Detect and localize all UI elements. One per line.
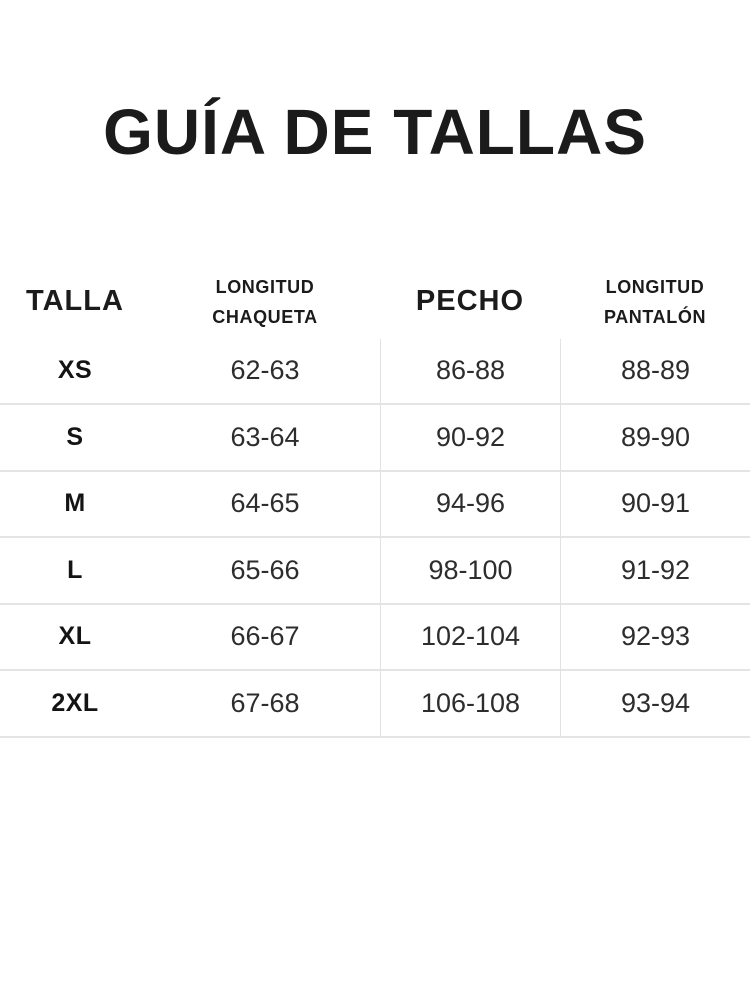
- pants-length-value: 88-89: [560, 338, 750, 406]
- chest-value: 86-88: [380, 338, 560, 406]
- header-pecho: PECHO: [380, 265, 560, 339]
- chest-value: 98-100: [380, 538, 560, 605]
- jacket-length-value: 65-66: [150, 538, 380, 605]
- header-longitud-chaqueta-line1: LONGITUD: [215, 276, 315, 297]
- page-title: GUÍA DE TALLAS: [103, 96, 647, 168]
- size-label: M: [0, 472, 150, 539]
- pants-length-value: 90-91: [560, 471, 750, 539]
- jacket-length-value: 63-64: [150, 405, 380, 472]
- size-label: L: [0, 538, 150, 605]
- size-table: TALLA LONGITUD CHAQUETA PECHO LONGITUD P…: [0, 265, 750, 738]
- jacket-length-value: 62-63: [150, 339, 380, 406]
- header-talla: TALLA: [0, 265, 150, 339]
- pants-length-value: 93-94: [560, 671, 750, 738]
- chest-value: 94-96: [380, 471, 560, 539]
- chest-value: 106-108: [380, 671, 560, 738]
- jacket-length-value: 64-65: [150, 472, 380, 539]
- pants-length-value: 92-93: [560, 604, 750, 672]
- jacket-length-value: 67-68: [150, 671, 380, 738]
- size-label: XL: [0, 605, 150, 672]
- header-pecho-label: PECHO: [415, 285, 525, 318]
- size-label: XS: [0, 339, 150, 406]
- pants-length-value: 91-92: [560, 538, 750, 605]
- header-longitud-pantalon: LONGITUD PANTALÓN: [560, 265, 750, 339]
- header-longitud-pantalon-line2: PANTALÓN: [603, 306, 707, 327]
- chest-value: 90-92: [380, 405, 560, 472]
- jacket-length-value: 66-67: [150, 605, 380, 672]
- chest-value: 102-104: [380, 604, 560, 672]
- header-longitud-pantalon-line1: LONGITUD: [605, 276, 705, 297]
- pants-length-value: 89-90: [560, 405, 750, 472]
- size-label: S: [0, 405, 150, 472]
- size-label: 2XL: [0, 671, 150, 738]
- header-longitud-chaqueta-line2: CHAQUETA: [212, 306, 318, 327]
- header-talla-label: TALLA: [26, 285, 124, 318]
- header-longitud-chaqueta: LONGITUD CHAQUETA: [150, 265, 380, 339]
